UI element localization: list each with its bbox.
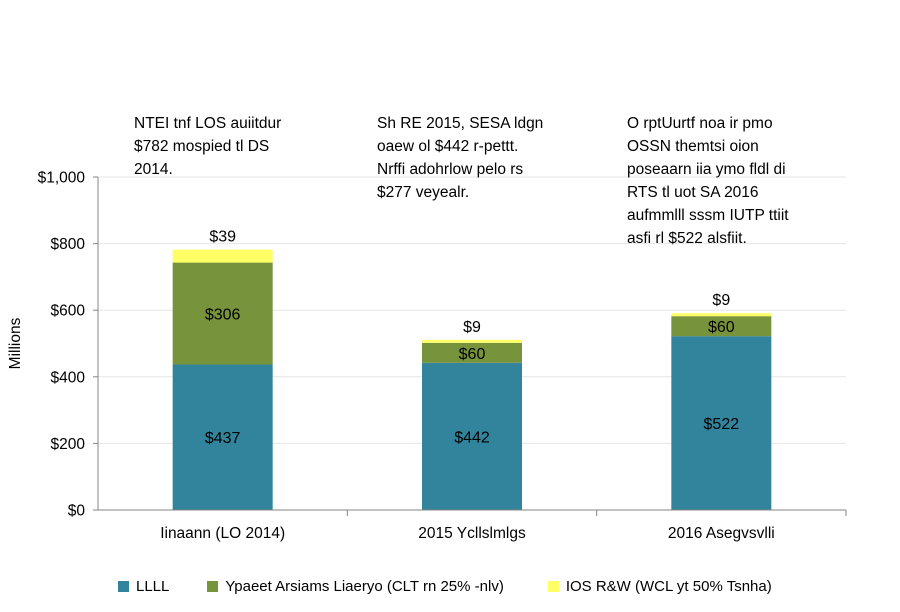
bar-segment xyxy=(422,339,522,343)
bar-segment xyxy=(172,262,273,365)
legend-item-3: IOS R&W (WCL yt 50% Tsnha) xyxy=(547,578,772,595)
legend-label-2: Ypaeet Arsiams Liaeryo (CLT rn 25% -nlv) xyxy=(225,578,504,595)
bar-segment xyxy=(172,364,273,510)
data-label: $39 xyxy=(209,229,236,246)
bar-segment xyxy=(172,249,273,263)
y-tick-label: $400 xyxy=(51,369,86,386)
axes: $0 $200 $400 $600 $800 $1,000 Millions Iinaann … xyxy=(7,170,847,542)
annotation-3: O rptUurtf noa ir pmo OSSN themtsi oion … xyxy=(627,115,789,247)
legend-item-2: Ypaeet Arsiams Liaeryo (CLT rn 25% -nlv) xyxy=(207,578,504,595)
data-label: $9 xyxy=(463,319,481,336)
bar-segment xyxy=(422,362,522,510)
x-tick-label: Iinaann (LO 2014) xyxy=(160,525,285,542)
legend-swatch-3 xyxy=(547,581,559,592)
bar-segment xyxy=(671,313,772,317)
y-tick-label: $200 xyxy=(51,436,86,453)
data-label: $442 xyxy=(454,429,490,446)
annotation-1: NTEI tnf LOS auiitdur $782 mospied tl DS… xyxy=(134,115,282,178)
y-tick-label: $0 xyxy=(68,503,86,520)
legend-swatch-1 xyxy=(118,581,129,592)
legend-item-1: LLLL xyxy=(118,578,169,595)
legend-label-1: LLLL xyxy=(136,578,170,595)
data-label: $60 xyxy=(708,319,735,336)
legend-swatch-2 xyxy=(207,581,219,592)
data-label: $9 xyxy=(712,292,730,309)
y-tick-label: $800 xyxy=(51,236,86,253)
data-label: $437 xyxy=(205,430,241,447)
bar-segment xyxy=(422,342,522,363)
annotation-2: Sh RE 2015, SESA ldgn oaew ol $442 r-pet… xyxy=(377,115,544,201)
legend-label-3: IOS R&W (WCL yt 50% Tsnha) xyxy=(565,578,772,595)
bar-segment xyxy=(671,336,772,510)
y-tick-label: $1,000 xyxy=(38,170,86,187)
y-axis-title: Millions xyxy=(7,317,24,369)
data-labels: $437 $306 $39 $442 $60 $9 $522 $60 $9 xyxy=(205,229,739,448)
bar-segment xyxy=(671,316,772,337)
x-tick-label: 2015 Ycllslmlgs xyxy=(418,525,526,542)
y-tick-label: $600 xyxy=(51,303,86,320)
data-label: $522 xyxy=(704,416,740,433)
data-label: $306 xyxy=(205,307,241,324)
x-tick-label: 2016 Asegvsvlli xyxy=(668,525,775,542)
bars xyxy=(172,249,772,510)
legend: LLLL Ypaeet Arsiams Liaeryo (CLT rn 25% … xyxy=(118,578,772,595)
data-label: $60 xyxy=(459,346,486,363)
